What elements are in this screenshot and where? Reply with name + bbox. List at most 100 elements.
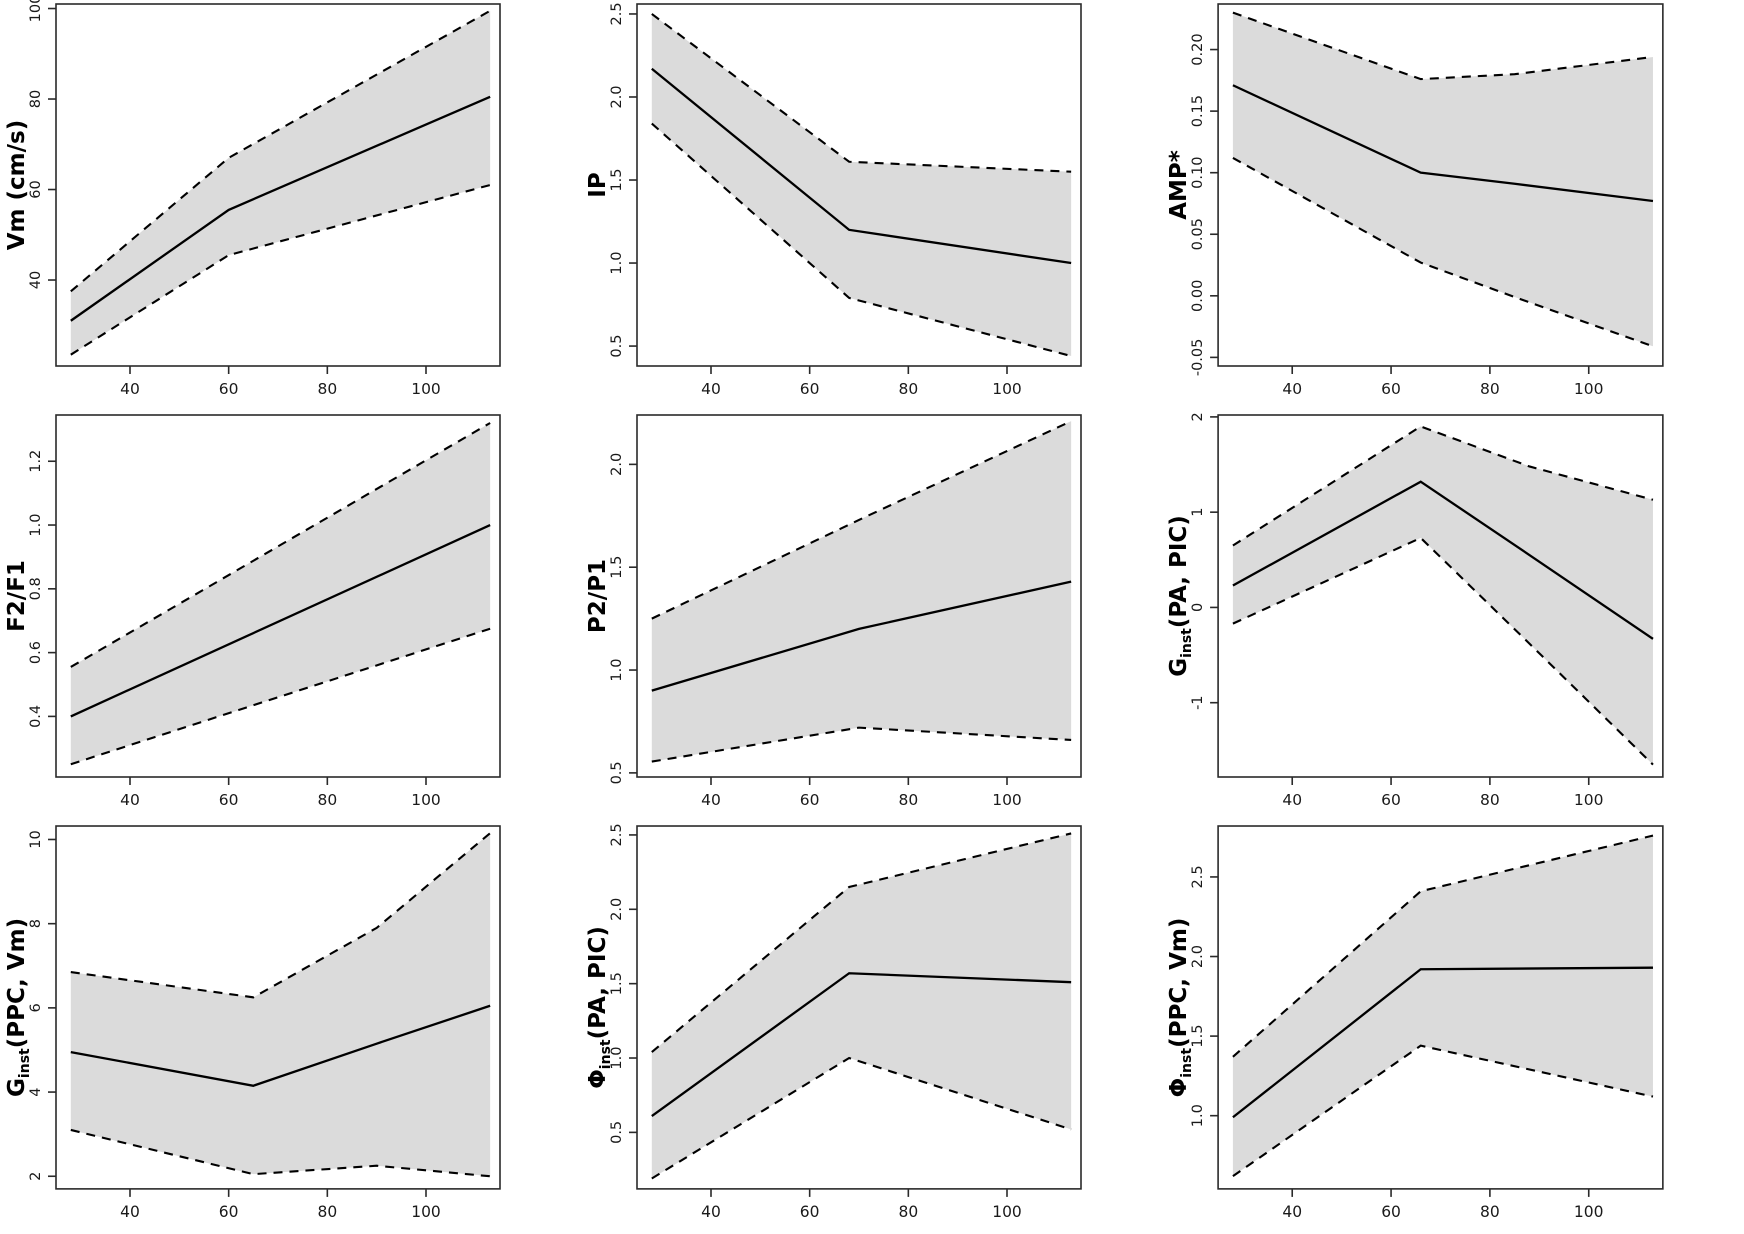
- chart-f2-f1: 40 60 80 100 0.4 0.6 0.8 1.0 1.2 F2/F1: [4, 414, 501, 809]
- lower-ci-line: [1232, 536, 1654, 766]
- y-axis-tick-label: 2.5: [609, 823, 625, 846]
- chart-phi-inst-ppc-vm: 40 60 80 100 1.0 1.5 2.0 2.5 Φinst(PPC, Vm): [1166, 825, 1664, 1221]
- x-axis-tick-label: 60: [800, 380, 820, 398]
- lower-ci-line: [70, 1128, 491, 1178]
- y-axis-tick-label: 2.0: [609, 85, 625, 108]
- y-axis-tick-label: 0: [1190, 603, 1206, 612]
- confidence-band: [651, 13, 1072, 357]
- chart-ginst-pa-pic: 40 60 80 100 -1 0 1 2 Ginst(PA, PIC): [1166, 412, 1664, 809]
- panel-ginst-pa-pic: 40 60 80 100 -1 0 1 2 Ginst(PA, PIC): [1162, 411, 1744, 822]
- chart-phi-inst-pa-pic: 40 60 80 100 0.5 1.0 1.5 2.0 2.5 Φinst(PA, PIC): [585, 823, 1082, 1221]
- x-axis-tick-label: 40: [1282, 791, 1302, 809]
- y-axis-tick-label: 0.10: [1190, 157, 1206, 189]
- x-axis-tick-label: 80: [1480, 380, 1500, 398]
- x-axis-tick-label: 60: [1381, 380, 1401, 398]
- x-axis-tick-label: 100: [411, 380, 441, 398]
- confidence-band: [651, 421, 1072, 762]
- y-axis-tick-label: 0.05: [1190, 218, 1206, 250]
- panel-amp: 40 60 80 100 -0.05 0.00 0.05 0.10 0.15 0.20 AMP*: [1162, 0, 1744, 411]
- x-axis-tick-label: 100: [992, 1203, 1022, 1221]
- y-axis-tick-label: 2: [1190, 412, 1206, 421]
- mean-line: [1232, 480, 1654, 640]
- y-axis-tick-label: 60: [28, 180, 44, 198]
- y-axis-tick-label: 0.5: [609, 761, 625, 784]
- y-axis-tick-label: 1.5: [609, 556, 625, 579]
- y-axis-tick-label: 1.5: [609, 972, 625, 995]
- plot-box: [55, 3, 501, 367]
- y-axis-tick-label: 4: [28, 1087, 44, 1096]
- chart-p2-p1: 40 60 80 100 0.5 1.0 1.5 2.0 P2/P1: [585, 414, 1082, 809]
- chart-vm-cm-s: 40 60 80 100 40 60 80 100 Vm (cm/s): [4, 0, 501, 398]
- x-axis-tick-label: 40: [120, 1203, 140, 1221]
- y-axis-tick-label: 1.0: [609, 1046, 625, 1069]
- y-axis-tick-label: 2.0: [609, 453, 625, 476]
- upper-ci-line: [70, 9, 491, 293]
- confidence-band: [70, 422, 491, 765]
- y-axis-tick-label: 0.5: [609, 335, 625, 358]
- y-axis-label: P2/P1: [585, 559, 611, 633]
- confidence-band: [1232, 835, 1653, 1177]
- y-axis-tick-label: 2.0: [1190, 945, 1206, 968]
- x-axis-tick-label: 60: [1381, 1203, 1401, 1221]
- x-axis-tick-label: 40: [701, 791, 721, 809]
- y-axis-label: F2/F1: [4, 560, 30, 632]
- x-axis-tick-label: 80: [898, 1203, 918, 1221]
- x-axis-tick-label: 80: [1480, 791, 1500, 809]
- y-axis-tick-label: 1.0: [609, 659, 625, 682]
- panel-phi-inst-pa-pic: 40 60 80 100 0.5 1.0 1.5 2.0 2.5 Φinst(PA, PIC): [581, 822, 1162, 1234]
- y-axis-tick-label: 2.5: [1190, 865, 1206, 888]
- x-axis-tick-label: 40: [1282, 380, 1302, 398]
- lower-ci-line: [651, 726, 1072, 763]
- x-axis-tick-label: 100: [992, 791, 1022, 809]
- y-axis-tick-label: 40: [28, 271, 44, 289]
- upper-ci-line: [70, 422, 491, 668]
- y-axis-tick-label: 1.0: [609, 252, 625, 275]
- x-axis-tick-label: 80: [317, 791, 337, 809]
- confidence-band: [70, 10, 491, 355]
- y-axis-tick-label: 0.5: [609, 1121, 625, 1144]
- x-axis-tick-label: 80: [317, 1203, 337, 1221]
- x-axis-tick-label: 60: [800, 1203, 820, 1221]
- plot-box: [636, 3, 1082, 367]
- panel-ginst-ppc-vm: 40 60 80 100 2 4 6 8 10 Ginst(PPC, Vm): [0, 822, 581, 1234]
- y-axis-tick-label: 0.6: [28, 641, 44, 664]
- upper-ci-line: [651, 832, 1072, 1053]
- upper-ci-line: [1232, 11, 1654, 81]
- y-axis-tick-label: 100: [28, 0, 44, 22]
- y-axis-tick-label: 1.0: [28, 514, 44, 537]
- x-axis-tick-label: 80: [898, 380, 918, 398]
- plot-box: [1217, 414, 1664, 778]
- upper-ci-line: [1232, 834, 1654, 1058]
- y-axis-tick-label: 2: [28, 1172, 44, 1181]
- upper-ci-line: [651, 13, 1072, 173]
- y-axis-tick-label: 2.5: [609, 2, 625, 25]
- upper-ci-line: [1232, 425, 1654, 547]
- x-axis-tick-label: 100: [411, 1203, 441, 1221]
- plot-box: [55, 414, 501, 778]
- x-axis-tick-label: 60: [1381, 791, 1401, 809]
- x-axis-tick-label: 60: [219, 1203, 239, 1221]
- chart-ip: 40 60 80 100 0.5 1.0 1.5 2.0 2.5 IP: [585, 2, 1082, 398]
- y-axis-tick-label: 1.5: [609, 168, 625, 191]
- x-axis-tick-label: 80: [1480, 1203, 1500, 1221]
- y-axis-tick-label: 8: [28, 919, 44, 928]
- mean-line: [70, 523, 491, 718]
- y-axis-tick-label: 1: [1190, 508, 1206, 517]
- x-axis-tick-label: 40: [120, 791, 140, 809]
- y-axis-tick-label: -1: [1190, 695, 1206, 709]
- plot-box: [636, 825, 1082, 1190]
- mean-line: [651, 580, 1072, 692]
- mean-line: [651, 67, 1072, 265]
- panel-phi-inst-ppc-vm: 40 60 80 100 1.0 1.5 2.0 2.5 Φinst(PPC, Vm): [1162, 822, 1744, 1234]
- y-axis-tick-label: 1.2: [28, 450, 44, 473]
- y-axis-tick-label: 0.20: [1190, 33, 1206, 65]
- y-axis-tick-label: 0.4: [28, 705, 44, 728]
- x-axis-tick-label: 40: [701, 380, 721, 398]
- y-axis-tick-label: 0.00: [1190, 280, 1206, 312]
- x-axis-tick-label: 40: [1282, 1203, 1302, 1221]
- x-axis-tick-label: 80: [898, 791, 918, 809]
- y-axis-label: AMP*: [1166, 150, 1192, 220]
- plot-box: [1217, 3, 1664, 367]
- mean-line: [70, 95, 491, 322]
